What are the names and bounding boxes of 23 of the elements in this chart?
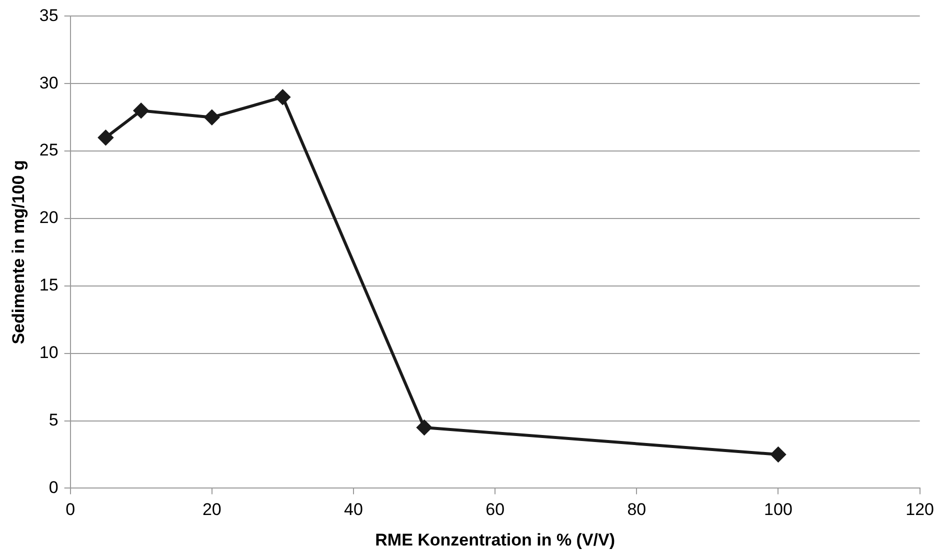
y-tick-label: 15 [39,276,58,295]
point [204,110,220,125]
y-tick-label: 20 [39,208,58,228]
y-tick-label: 5 [48,410,58,430]
y-tick-label: 30 [39,73,58,92]
x-tick-label: 0 [66,500,76,520]
y-tick-label: 0 [48,478,58,497]
point [275,90,290,105]
x-tick-label: 40 [344,500,363,520]
point [98,130,114,146]
x-axis-title: RME Konzentration in % (V/V) [375,530,616,550]
x-tick-label: 20 [202,500,222,520]
y-tick-label: 10 [39,343,58,362]
x-tick-label: 60 [486,500,505,520]
x-tick-label: 120 [906,500,934,520]
y-tick-label: 35 [39,6,58,25]
point [416,420,432,436]
y-tick-label: 25 [39,140,58,160]
point [770,446,786,462]
x-tick-label: 80 [627,500,646,520]
point [134,103,149,118]
y-axis-title: Sedimente in mg/100 g [8,160,28,344]
x-tick-label: 100 [764,500,792,520]
